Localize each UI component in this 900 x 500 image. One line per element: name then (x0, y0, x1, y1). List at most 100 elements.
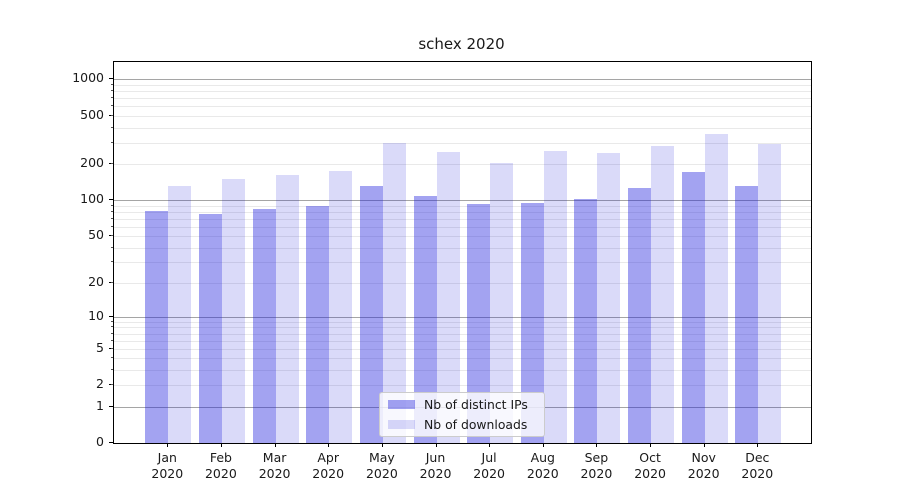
bar-distinct-ips (735, 186, 759, 443)
x-tick-label: Dec 2020 (741, 450, 774, 481)
legend-item: Nb of distinct IPs (388, 397, 536, 412)
x-tick-label: Nov 2020 (687, 450, 720, 481)
y-tick-label: 0 (96, 434, 104, 449)
y-minor-tick (111, 369, 113, 370)
y-grid-minor (114, 333, 811, 335)
y-grid-major (114, 316, 811, 318)
y-minor-tick (111, 114, 113, 116)
y-minor-tick (111, 281, 113, 283)
bar-downloads (704, 133, 728, 443)
x-tick-label: Apr 2020 (312, 450, 345, 481)
y-minor-tick (111, 384, 113, 386)
x-tick (167, 443, 169, 447)
x-tick-label: Jun 2020 (419, 450, 452, 481)
y-minor-tick (111, 225, 113, 227)
y-minor-tick (111, 97, 113, 99)
y-minor-tick (111, 126, 113, 128)
x-tick (220, 443, 222, 447)
bar-distinct-ips (574, 199, 598, 443)
bar-downloads (490, 163, 514, 443)
y-minor-tick (111, 339, 113, 341)
y-minor-tick (111, 246, 113, 248)
bar-distinct-ips (628, 188, 652, 443)
y-grid-minor (114, 211, 811, 213)
y-grid-minor (114, 321, 811, 323)
y-minor-tick (111, 105, 113, 107)
y-grid-minor (114, 115, 811, 117)
x-tick-label: Feb 2020 (204, 450, 237, 481)
y-tick-label: 5 (96, 339, 104, 355)
bar-downloads (168, 185, 192, 443)
y-grid-minor (114, 236, 811, 237)
y-minor-tick (111, 326, 113, 328)
x-tick (489, 443, 491, 447)
bar-downloads (329, 170, 353, 443)
y-minor-tick (111, 90, 113, 92)
y-grid-minor (114, 262, 811, 264)
y-minor-tick (111, 217, 113, 219)
y-grid-minor (114, 226, 811, 228)
y-grid-minor (114, 348, 811, 350)
bar-distinct-ips (198, 214, 222, 443)
y-grid-minor (114, 106, 811, 108)
x-tick (435, 443, 437, 447)
y-tick-label: 1 (96, 397, 104, 413)
legend-label: Nb of downloads (424, 417, 528, 432)
x-tick-label: Mar 2020 (258, 450, 291, 481)
y-grid-minor (114, 163, 811, 165)
bar-downloads (651, 145, 675, 443)
x-tick-label: Jan 2020 (151, 450, 184, 481)
y-minor-tick (111, 261, 113, 263)
x-tick (328, 443, 330, 447)
x-tick-label: Jul 2020 (473, 450, 505, 481)
bar-downloads (597, 153, 621, 443)
y-grid-minor (114, 84, 811, 86)
x-tick-label: May 2020 (365, 450, 398, 481)
y-grid-minor (114, 142, 811, 144)
y-minor-tick (111, 357, 113, 359)
y-tick-label: 1000 (72, 70, 104, 86)
bar-downloads (758, 144, 782, 443)
x-tick (381, 443, 383, 447)
y-grid-minor (114, 340, 811, 342)
bar-distinct-ips (306, 206, 330, 443)
y-tick-label: 10 (88, 307, 104, 323)
y-grid-minor (114, 218, 811, 220)
y-grid-minor (114, 91, 811, 93)
bar-downloads (436, 151, 460, 443)
x-tick (703, 443, 705, 447)
y-grid-minor (114, 358, 811, 360)
y-tick (109, 442, 113, 443)
y-grid-minor (114, 127, 811, 129)
y-grid-minor (114, 247, 811, 249)
y-minor-tick (111, 347, 113, 349)
y-minor-tick (111, 83, 113, 85)
y-tick-label: 200 (80, 154, 104, 170)
y-minor-tick (111, 204, 113, 206)
bar-downloads (221, 178, 245, 443)
y-tick-label: 20 (88, 273, 104, 289)
bar-distinct-ips (145, 211, 169, 443)
y-minor-tick (111, 210, 113, 212)
x-tick-label: Sep 2020 (580, 450, 613, 481)
bar-downloads (382, 142, 406, 443)
y-tick-label: 2 (96, 376, 104, 392)
legend-swatch-downloads-icon (388, 420, 415, 429)
x-tick-label: Oct 2020 (634, 450, 666, 481)
y-tick-label: 100 (80, 191, 104, 207)
y-minor-tick (111, 141, 113, 143)
legend: Nb of distinct IPs Nb of downloads (379, 392, 545, 437)
y-tick-label: 500 (80, 106, 104, 122)
y-grid-minor (114, 205, 811, 207)
y-grid-minor (114, 370, 811, 371)
bar-distinct-ips (413, 196, 437, 443)
bar-downloads (543, 150, 567, 443)
x-tick (274, 443, 276, 447)
legend-swatch-distinct-ips-icon (388, 400, 415, 409)
bar-downloads (275, 174, 299, 443)
x-tick-label: Aug 2020 (526, 450, 559, 481)
y-minor-tick (111, 162, 113, 164)
y-tick (109, 315, 113, 317)
x-tick (596, 443, 598, 447)
